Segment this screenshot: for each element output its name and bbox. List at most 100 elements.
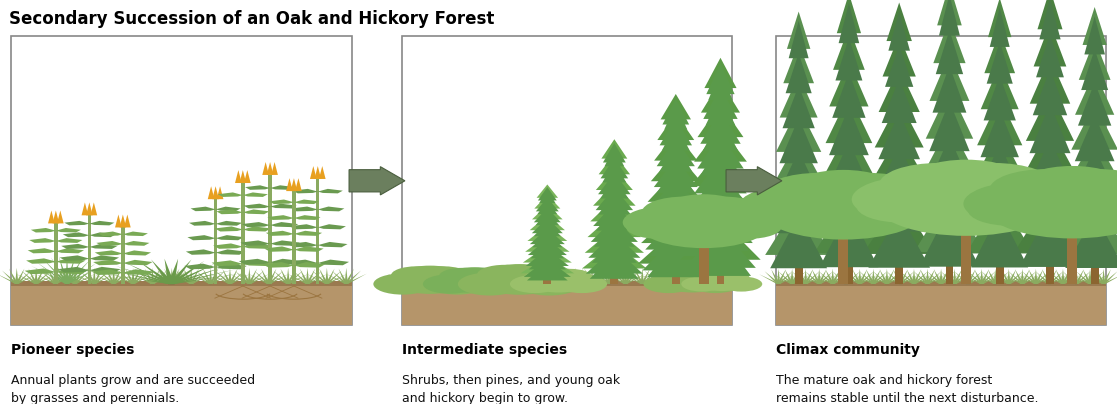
Polygon shape — [611, 271, 628, 284]
Polygon shape — [54, 269, 64, 284]
Polygon shape — [648, 197, 704, 229]
Polygon shape — [240, 240, 270, 246]
Polygon shape — [168, 261, 204, 284]
Polygon shape — [659, 144, 693, 172]
Bar — [896, 250, 903, 284]
Polygon shape — [209, 274, 231, 284]
Polygon shape — [1060, 200, 1117, 255]
Polygon shape — [1085, 17, 1105, 55]
Polygon shape — [591, 218, 638, 242]
Polygon shape — [269, 200, 294, 204]
Polygon shape — [484, 269, 494, 284]
Polygon shape — [980, 269, 983, 284]
Polygon shape — [953, 274, 974, 284]
Polygon shape — [325, 269, 335, 284]
Polygon shape — [216, 206, 240, 211]
Polygon shape — [773, 274, 794, 284]
Polygon shape — [467, 269, 476, 284]
Polygon shape — [270, 259, 302, 265]
Polygon shape — [242, 222, 270, 227]
Polygon shape — [112, 269, 122, 284]
Polygon shape — [858, 269, 861, 284]
Polygon shape — [831, 271, 847, 284]
Polygon shape — [532, 205, 563, 219]
Polygon shape — [400, 269, 409, 284]
Polygon shape — [44, 259, 69, 284]
Polygon shape — [293, 271, 309, 284]
Polygon shape — [918, 158, 981, 214]
Polygon shape — [521, 256, 574, 274]
Circle shape — [764, 173, 872, 213]
Polygon shape — [66, 266, 103, 284]
Circle shape — [760, 179, 927, 240]
Polygon shape — [913, 269, 916, 284]
Polygon shape — [675, 268, 677, 284]
Polygon shape — [2, 271, 18, 284]
Circle shape — [681, 276, 723, 292]
Circle shape — [875, 170, 1058, 236]
Polygon shape — [332, 271, 349, 284]
Polygon shape — [271, 162, 278, 175]
Circle shape — [1020, 194, 1090, 219]
Polygon shape — [90, 202, 97, 215]
Polygon shape — [410, 271, 427, 284]
Polygon shape — [489, 271, 506, 284]
Polygon shape — [209, 271, 226, 284]
Bar — [293, 191, 296, 284]
Circle shape — [659, 269, 703, 284]
Circle shape — [373, 274, 432, 295]
Polygon shape — [157, 271, 173, 284]
Polygon shape — [474, 271, 489, 284]
Polygon shape — [106, 269, 115, 284]
Circle shape — [1090, 194, 1117, 226]
Polygon shape — [190, 274, 212, 284]
Polygon shape — [1030, 104, 1070, 153]
Polygon shape — [93, 268, 96, 284]
Polygon shape — [977, 143, 1022, 194]
Polygon shape — [267, 215, 294, 220]
Bar — [1068, 226, 1078, 284]
Polygon shape — [239, 259, 270, 265]
Polygon shape — [262, 262, 294, 268]
Polygon shape — [704, 87, 737, 119]
Polygon shape — [836, 38, 862, 80]
Circle shape — [525, 268, 592, 292]
Polygon shape — [299, 269, 309, 284]
Bar — [961, 223, 972, 284]
Polygon shape — [962, 274, 983, 284]
Polygon shape — [168, 273, 242, 284]
Polygon shape — [820, 210, 878, 267]
Polygon shape — [844, 274, 866, 284]
Polygon shape — [934, 19, 965, 63]
Polygon shape — [651, 269, 660, 284]
Polygon shape — [652, 204, 699, 235]
Polygon shape — [1002, 269, 1011, 284]
Polygon shape — [690, 236, 751, 276]
Polygon shape — [881, 274, 903, 284]
Polygon shape — [789, 21, 809, 58]
Polygon shape — [526, 249, 569, 266]
Polygon shape — [926, 274, 947, 284]
Polygon shape — [318, 260, 350, 265]
Polygon shape — [966, 271, 982, 284]
Circle shape — [690, 275, 741, 293]
Polygon shape — [286, 178, 293, 191]
Polygon shape — [280, 269, 289, 284]
Polygon shape — [28, 269, 38, 284]
Polygon shape — [764, 271, 780, 284]
Polygon shape — [507, 271, 523, 284]
Polygon shape — [540, 268, 543, 284]
Polygon shape — [151, 259, 174, 284]
Polygon shape — [212, 186, 219, 199]
Polygon shape — [1003, 274, 1024, 284]
Circle shape — [984, 189, 1076, 223]
Circle shape — [668, 217, 739, 242]
Polygon shape — [832, 271, 848, 284]
Polygon shape — [407, 269, 416, 284]
Polygon shape — [556, 268, 560, 284]
Polygon shape — [1071, 103, 1117, 150]
Polygon shape — [1033, 23, 1067, 67]
Polygon shape — [93, 269, 102, 284]
Polygon shape — [540, 190, 555, 203]
Polygon shape — [54, 268, 57, 284]
